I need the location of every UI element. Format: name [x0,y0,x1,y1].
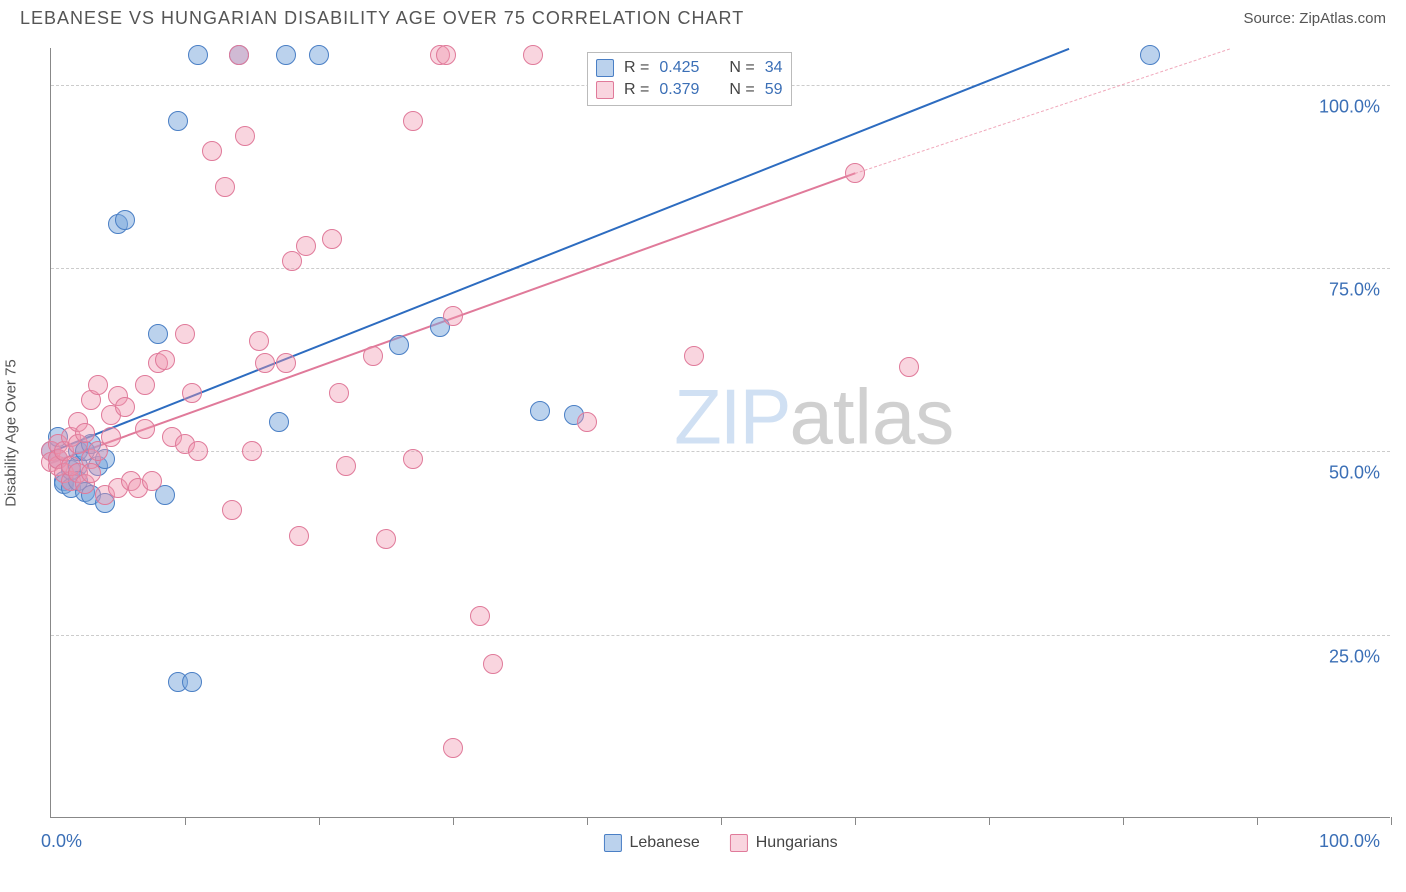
data-point [276,45,296,65]
gridline [51,268,1390,269]
data-point [1140,45,1160,65]
x-tick [1391,817,1392,825]
stats-legend-row: R = 0.379 N = 59 [596,79,783,101]
data-point [329,383,349,403]
data-point [155,350,175,370]
legend-item: Lebanese [603,834,699,852]
data-point [684,346,704,366]
data-point [235,126,255,146]
scatter-chart: Disability Age Over 75 ZIPatlas 0.0% 100… [50,48,1390,818]
chart-header: LEBANESE VS HUNGARIAN DISABILITY AGE OVE… [0,0,1406,33]
data-point [115,397,135,417]
y-tick-label: 50.0% [1329,463,1380,484]
stat-n-value: 59 [765,81,783,99]
y-tick-label: 75.0% [1329,280,1380,301]
chart-source: Source: ZipAtlas.com [1243,10,1386,27]
x-tick [721,817,722,825]
legend-label: Hungarians [756,834,838,852]
data-point [336,456,356,476]
legend-swatch [596,81,614,99]
data-point [81,463,101,483]
data-point [222,500,242,520]
data-point [135,419,155,439]
bottom-legend: Lebanese Hungarians [603,834,837,852]
data-point [530,401,550,421]
stats-legend: R = 0.425 N = 34 R = 0.379 N = 59 [587,52,792,106]
data-point [436,45,456,65]
y-tick-label: 100.0% [1319,96,1380,117]
data-point [101,427,121,447]
legend-label: Lebanese [629,834,699,852]
trendline [51,48,1070,453]
data-point [289,526,309,546]
data-point [182,383,202,403]
watermark-zip: ZIP [674,373,789,461]
data-point [255,353,275,373]
gridline [51,635,1390,636]
data-point [242,441,262,461]
data-point [182,672,202,692]
data-point [309,45,329,65]
x-axis-max-label: 100.0% [1319,831,1380,852]
data-point [363,346,383,366]
x-tick [989,817,990,825]
data-point [75,423,95,443]
legend-swatch [603,834,621,852]
data-point [403,449,423,469]
data-point [443,306,463,326]
stat-r-value: 0.379 [659,81,699,99]
watermark: ZIPatlas [674,372,954,463]
data-point [389,335,409,355]
stat-n-value: 34 [765,59,783,77]
y-tick-label: 25.0% [1329,646,1380,667]
data-point [845,163,865,183]
x-tick [185,817,186,825]
x-tick [1123,817,1124,825]
x-tick [1257,817,1258,825]
data-point [276,353,296,373]
x-tick [587,817,588,825]
legend-item: Hungarians [730,834,838,852]
data-point [269,412,289,432]
data-point [322,229,342,249]
stats-legend-row: R = 0.425 N = 34 [596,57,783,79]
data-point [202,141,222,161]
data-point [296,236,316,256]
data-point [376,529,396,549]
data-point [483,654,503,674]
x-tick [855,817,856,825]
data-point [899,357,919,377]
x-axis-min-label: 0.0% [41,831,82,852]
watermark-atlas: atlas [790,373,955,461]
data-point [142,471,162,491]
legend-swatch [596,59,614,77]
stat-n-label: N = [729,81,754,99]
chart-title: LEBANESE VS HUNGARIAN DISABILITY AGE OVE… [20,8,744,29]
stat-r-value: 0.425 [659,59,699,77]
data-point [577,412,597,432]
data-point [175,324,195,344]
data-point [188,45,208,65]
legend-swatch [730,834,748,852]
data-point [403,111,423,131]
data-point [249,331,269,351]
stat-r-label: R = [624,59,649,77]
data-point [148,324,168,344]
data-point [88,375,108,395]
data-point [188,441,208,461]
data-point [115,210,135,230]
data-point [229,45,249,65]
x-tick [453,817,454,825]
x-tick [319,817,320,825]
data-point [443,738,463,758]
data-point [215,177,235,197]
data-point [168,111,188,131]
stat-n-label: N = [729,59,754,77]
stat-r-label: R = [624,81,649,99]
y-axis-label: Disability Age Over 75 [3,359,20,507]
data-point [523,45,543,65]
data-point [135,375,155,395]
data-point [470,606,490,626]
